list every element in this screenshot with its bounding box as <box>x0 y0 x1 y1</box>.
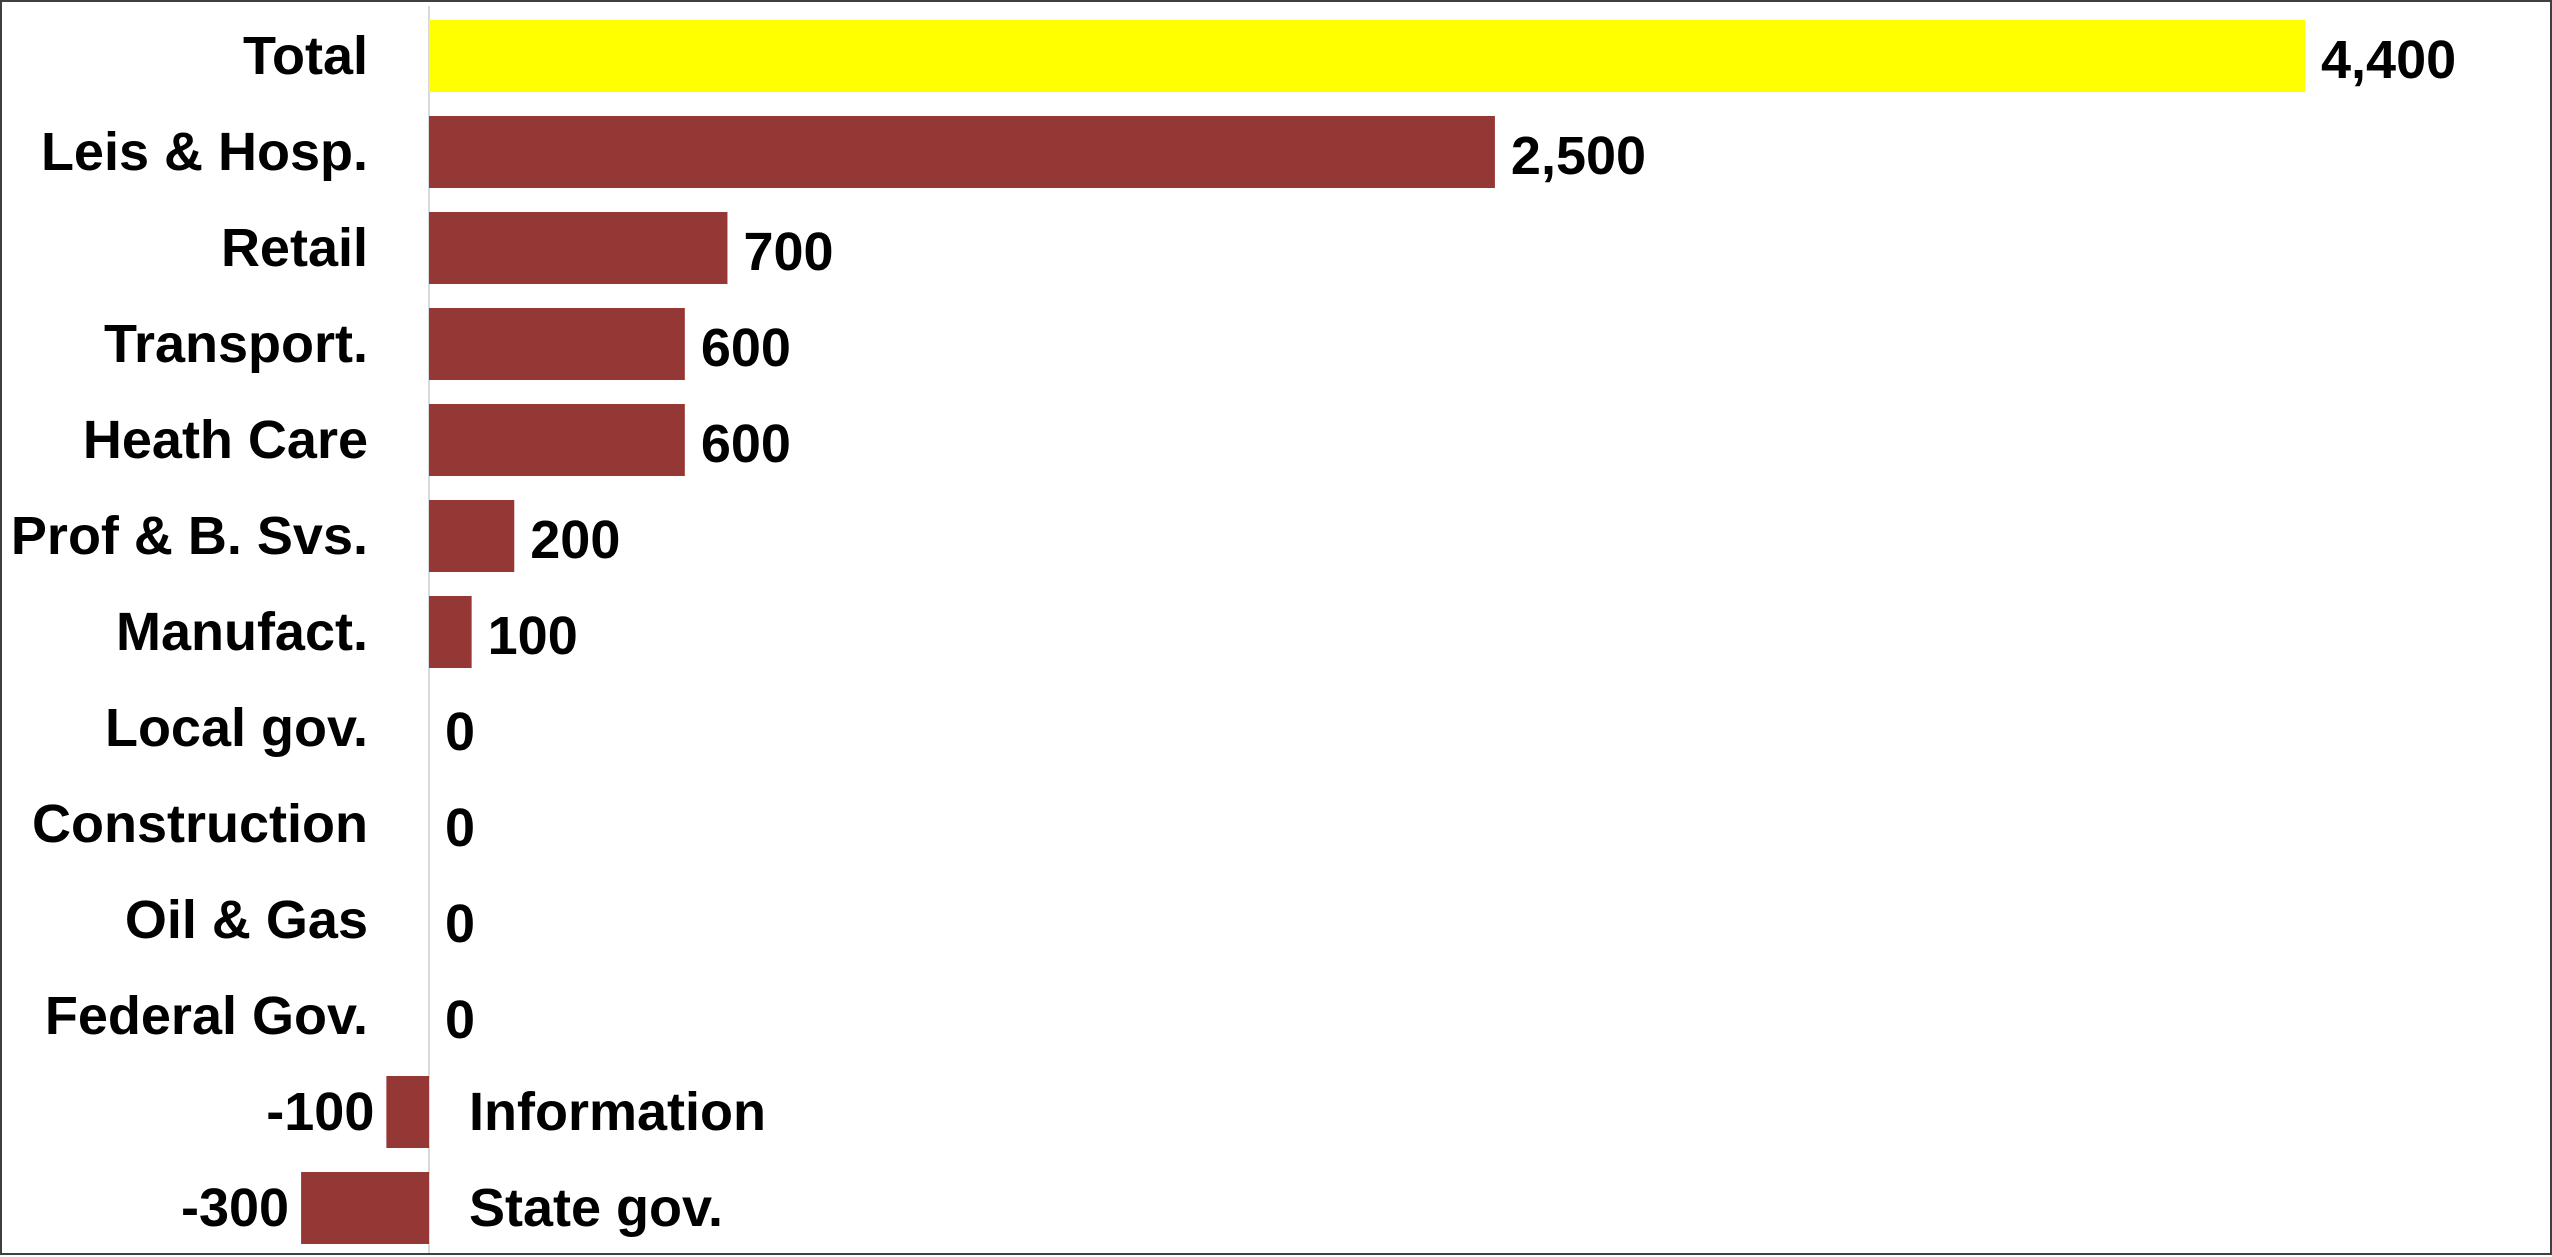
category-label-total: Total <box>243 26 368 86</box>
category-label-leis-hosp: Leis & Hosp. <box>41 122 368 182</box>
category-label-manufact: Manufact. <box>116 602 368 662</box>
value-label-heath-care: 600 <box>701 414 791 474</box>
bar-total <box>429 20 2305 92</box>
bar-manufact <box>429 596 472 668</box>
value-label-retail: 700 <box>743 222 833 282</box>
category-label-state-gov: State gov. <box>469 1178 723 1238</box>
value-label-construction: 0 <box>445 798 475 858</box>
value-label-oil-gas: 0 <box>445 894 475 954</box>
value-label-transport: 600 <box>701 318 791 378</box>
category-label-construction: Construction <box>32 794 368 854</box>
category-label-retail: Retail <box>221 218 368 278</box>
bar-transport <box>429 308 685 380</box>
value-label-local-gov: 0 <box>445 702 475 762</box>
category-label-transport: Transport. <box>104 314 368 374</box>
value-label-federal-gov: 0 <box>445 990 475 1050</box>
bar-heath-care <box>429 404 685 476</box>
category-label-local-gov: Local gov. <box>105 698 368 758</box>
category-label-federal-gov: Federal Gov. <box>45 986 368 1046</box>
bar-information <box>386 1076 429 1148</box>
category-label-heath-care: Heath Care <box>83 410 368 470</box>
category-label-prof-b-svs: Prof & B. Svs. <box>11 506 368 566</box>
value-label-total: 4,400 <box>2321 30 2456 90</box>
category-label-information: Information <box>469 1082 766 1142</box>
value-label-prof-b-svs: 200 <box>530 510 620 570</box>
bar-state-gov <box>301 1172 429 1244</box>
bar-retail <box>429 212 728 284</box>
value-label-state-gov: -300 <box>181 1178 289 1238</box>
value-label-leis-hosp: 2,500 <box>1511 126 1646 186</box>
value-label-information: -100 <box>266 1082 374 1142</box>
bar-leis-hosp <box>429 116 1495 188</box>
bar-prof-b-svs <box>429 500 515 572</box>
category-label-oil-gas: Oil & Gas <box>125 890 368 950</box>
value-label-manufact: 100 <box>488 606 578 666</box>
